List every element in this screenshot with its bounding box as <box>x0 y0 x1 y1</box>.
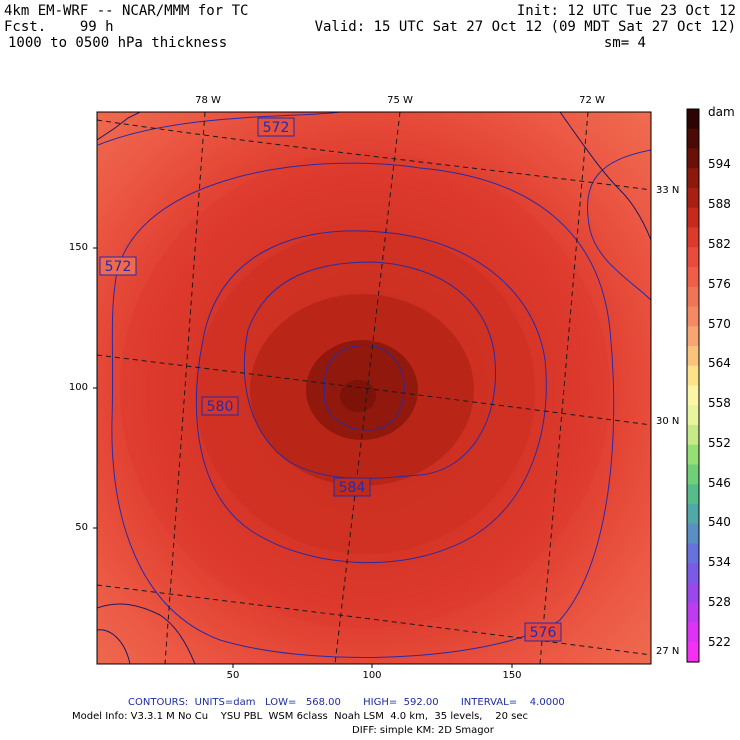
valid-time: Valid: 15 UTC Sat 27 Oct 12 (09 MDT Sat … <box>314 19 736 35</box>
colorbar-swatch <box>687 504 699 525</box>
colorbar-label: 582 <box>708 237 731 251</box>
meridian-75w <box>334 112 401 664</box>
colorbar-swatch <box>687 425 699 446</box>
colorbar-swatch <box>687 247 699 268</box>
colorbar-label: 540 <box>708 515 731 529</box>
svg-text:576: 576 <box>530 625 557 641</box>
colorbar-swatch <box>687 346 699 367</box>
contour-572-top <box>97 112 341 146</box>
colorbar-label: 528 <box>708 595 731 609</box>
diffusion-info: DIFF: simple KM: 2D Smagor <box>352 725 494 736</box>
model-info: Model Info: V3.3.1 M No Cu YSU PBL WSM 6… <box>72 711 528 722</box>
colorbar-swatch <box>687 543 699 564</box>
forecast-hour: Fcst. 99 h <box>4 19 114 35</box>
colorbar-swatch <box>687 444 699 466</box>
lon-label-75w: 75 W <box>387 95 413 106</box>
coastline-ne <box>559 112 651 241</box>
field-name: 1000 to 0500 hPa thickness <box>8 35 228 51</box>
contour-label-572-left: 572 <box>99 256 137 276</box>
colorbar-swatch <box>687 365 699 387</box>
colorbar-swatch <box>687 286 699 308</box>
x-tick-50: 50 <box>226 670 240 681</box>
colorbar-swatch <box>687 148 699 169</box>
colorbar-swatch <box>687 405 699 426</box>
svg-text:580: 580 <box>207 399 234 415</box>
colorbar-swatch <box>687 385 699 406</box>
lon-label-78w: 78 W <box>195 95 221 106</box>
colorbar-label: 576 <box>708 277 731 291</box>
lat-label-30n: 30 N <box>656 416 680 427</box>
contour-label-576: 576 <box>524 622 562 642</box>
colorbar-label: 546 <box>708 476 731 490</box>
svg-text:572: 572 <box>105 259 132 275</box>
contour-588 <box>323 344 405 431</box>
y-tick-100: 100 <box>68 382 88 393</box>
model-title: 4km EM-WRF -- NCAR/MMM for TC <box>4 3 249 19</box>
coastline-nw <box>97 112 141 141</box>
colorbar-swatch <box>687 326 699 347</box>
colorbar-label: 552 <box>708 436 731 450</box>
contour-580 <box>196 230 547 563</box>
colorbar-label: 522 <box>708 635 731 649</box>
meridian-72w <box>539 112 589 664</box>
contour-576 <box>111 162 615 658</box>
y-tick-150: 150 <box>68 242 88 253</box>
contour-572-right <box>587 149 651 301</box>
colorbar-swatch <box>687 109 699 130</box>
colorbar-label: 588 <box>708 197 731 211</box>
colorbar-label: 558 <box>708 396 731 410</box>
init-time: Init: 12 UTC Tue 23 Oct 12 <box>516 3 736 19</box>
colorbar-swatch <box>687 207 699 229</box>
eye <box>340 380 376 412</box>
y-tick-50: 50 <box>75 522 88 533</box>
colorbar-swatch <box>687 464 699 485</box>
contour-584 <box>243 261 497 479</box>
contour-label-584: 584 <box>333 477 371 497</box>
colorbar-label: 564 <box>708 356 731 370</box>
smoothing: sm= 4 <box>603 35 646 51</box>
colorbar-swatch <box>687 583 699 604</box>
colorbar-label: 534 <box>708 555 731 569</box>
parallel-27n <box>97 584 651 656</box>
colorbar-swatch <box>687 128 699 150</box>
lat-label-33n: 33 N <box>656 185 680 196</box>
lat-label-27n: 27 N <box>656 646 680 657</box>
meridian-78w <box>164 112 206 664</box>
parallel-33n <box>97 119 651 191</box>
contour-info: CONTOURS: UNITS=dam LOW= 568.00 HIGH= 59… <box>128 697 565 708</box>
colorbar-swatch <box>687 188 699 209</box>
colorbar-swatch <box>687 602 699 624</box>
colorbar-swatch <box>687 622 699 643</box>
contour-label-572-top: 572 <box>257 117 295 137</box>
colorbar-unit: dam <box>708 105 735 119</box>
colorbar-swatch <box>687 306 699 327</box>
svg-text:584: 584 <box>339 480 366 496</box>
colorbar <box>687 109 699 663</box>
coastline-sw <box>97 603 196 664</box>
island-sw <box>97 629 131 664</box>
colorbar-swatch <box>687 267 699 288</box>
contour-label-580: 580 <box>201 396 239 416</box>
colorbar-swatch <box>687 227 699 248</box>
x-tick-150: 150 <box>502 670 522 681</box>
colorbar-swatch <box>687 484 699 505</box>
colorbar-swatch <box>687 168 699 189</box>
colorbar-label: 570 <box>708 317 731 331</box>
colorbar-label: 594 <box>708 157 731 171</box>
lon-label-72w: 72 W <box>579 95 605 106</box>
parallel-30n <box>97 354 651 426</box>
colorbar-swatch <box>687 563 699 584</box>
x-tick-100: 100 <box>362 670 382 681</box>
colorbar-border <box>686 108 700 663</box>
colorbar-swatch <box>687 642 699 663</box>
svg-text:572: 572 <box>263 120 290 136</box>
colorbar-swatch <box>687 523 699 545</box>
